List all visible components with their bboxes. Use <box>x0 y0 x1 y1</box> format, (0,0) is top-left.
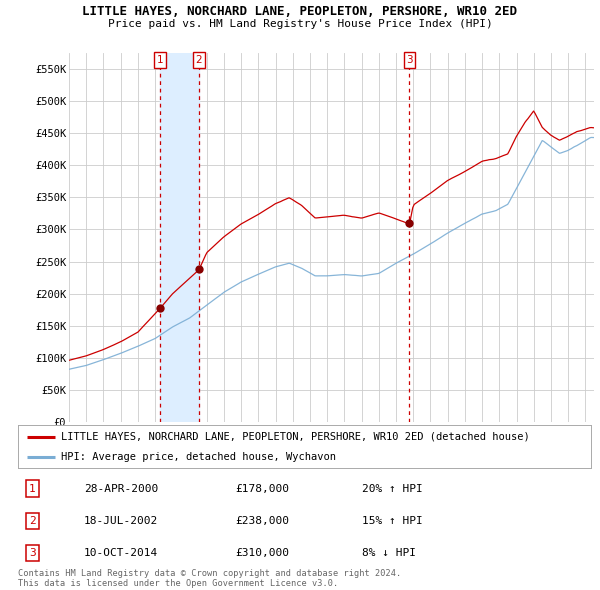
Text: 10-OCT-2014: 10-OCT-2014 <box>84 548 158 558</box>
Text: 15% ↑ HPI: 15% ↑ HPI <box>362 516 422 526</box>
Bar <box>160 53 199 422</box>
Text: 20% ↑ HPI: 20% ↑ HPI <box>362 484 422 494</box>
Text: Contains HM Land Registry data © Crown copyright and database right 2024.
This d: Contains HM Land Registry data © Crown c… <box>18 569 401 588</box>
Text: 8% ↓ HPI: 8% ↓ HPI <box>362 548 416 558</box>
Text: 28-APR-2000: 28-APR-2000 <box>84 484 158 494</box>
Text: LITTLE HAYES, NORCHARD LANE, PEOPLETON, PERSHORE, WR10 2ED (detached house): LITTLE HAYES, NORCHARD LANE, PEOPLETON, … <box>61 432 530 442</box>
Text: £238,000: £238,000 <box>236 516 290 526</box>
Text: 1: 1 <box>157 55 164 65</box>
Text: LITTLE HAYES, NORCHARD LANE, PEOPLETON, PERSHORE, WR10 2ED: LITTLE HAYES, NORCHARD LANE, PEOPLETON, … <box>83 5 517 18</box>
Text: Price paid vs. HM Land Registry's House Price Index (HPI): Price paid vs. HM Land Registry's House … <box>107 19 493 29</box>
Text: 2: 2 <box>196 55 202 65</box>
Text: £178,000: £178,000 <box>236 484 290 494</box>
Text: £310,000: £310,000 <box>236 548 290 558</box>
Text: 18-JUL-2002: 18-JUL-2002 <box>84 516 158 526</box>
Text: 2: 2 <box>29 516 36 526</box>
Text: 1: 1 <box>29 484 36 494</box>
Text: 3: 3 <box>29 548 36 558</box>
Text: 3: 3 <box>406 55 413 65</box>
Text: HPI: Average price, detached house, Wychavon: HPI: Average price, detached house, Wych… <box>61 453 336 462</box>
